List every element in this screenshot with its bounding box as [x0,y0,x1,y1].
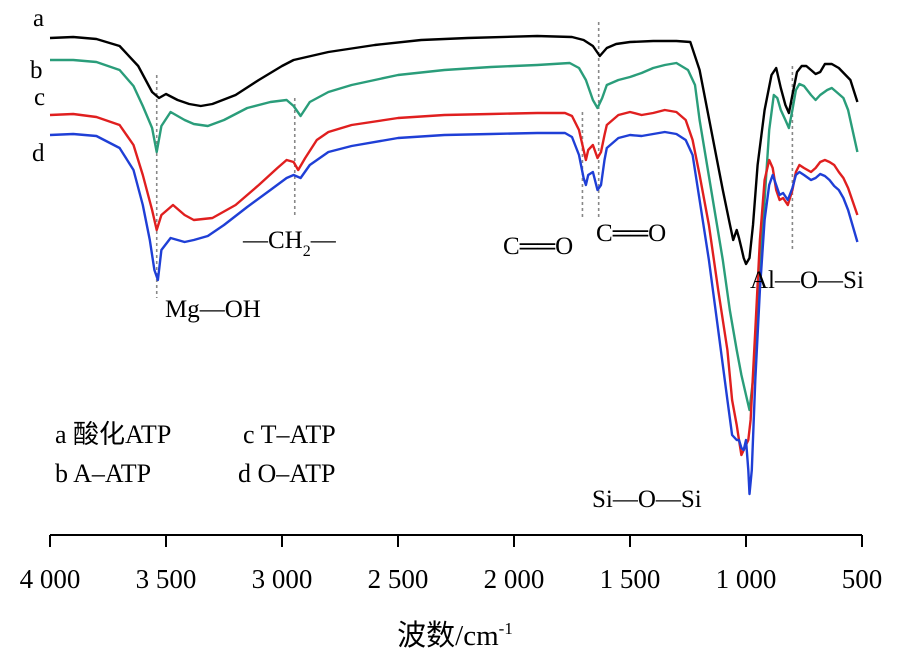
spectrum-curves [49,34,859,496]
x-tick-label-2500: 2 500 [368,564,429,594]
curve-tag-a: a [33,5,44,32]
curve-tags: abc d [30,5,45,167]
curve-tag-b: b [30,57,43,84]
curve-tag-c: c [34,84,45,111]
legend-entry-d: d O–ATP [238,459,336,488]
annotation-co-1: C══O [503,233,573,260]
x-tick-label-3000: 3 000 [252,564,313,594]
x-axis-ticks: 4 000 3 500 3 000 2 500 2 000 1 500 1 000 500 [20,535,883,594]
x-tick-label-4000: 4 000 [20,564,81,594]
series-line-b [50,58,859,412]
annotation-si-o-si: Si—O—Si [592,486,702,513]
x-tick-label-1500: 1 500 [600,564,661,594]
annotation-al-o-si: Al—O—Si [750,267,864,294]
legend-entry-c: c T–ATP [243,420,336,449]
x-tick-label-500: 500 [842,564,883,594]
legend-entry-b: b A–ATP [55,459,151,488]
x-tick-label-3500: 3 500 [136,564,197,594]
legend: a 酸化ATP c T–ATP b A–ATP d O–ATP [55,420,336,488]
series-line-c [49,108,859,457]
annotation-mg-oh: Mg—OH [165,296,261,323]
x-tick-label-2000: 2 000 [484,564,545,594]
x-tick-label-1000: 1 000 [716,564,777,594]
annotation-ch2: —CH2— [242,227,337,260]
curve-tag-d: d [32,140,45,167]
legend-entry-a: a 酸化ATP [55,420,171,449]
series-line-a [49,34,859,266]
annotation-co-2: C══O [596,220,666,247]
series-line-d [49,130,859,496]
x-axis-title: 波数/cm-1 [397,619,513,652]
